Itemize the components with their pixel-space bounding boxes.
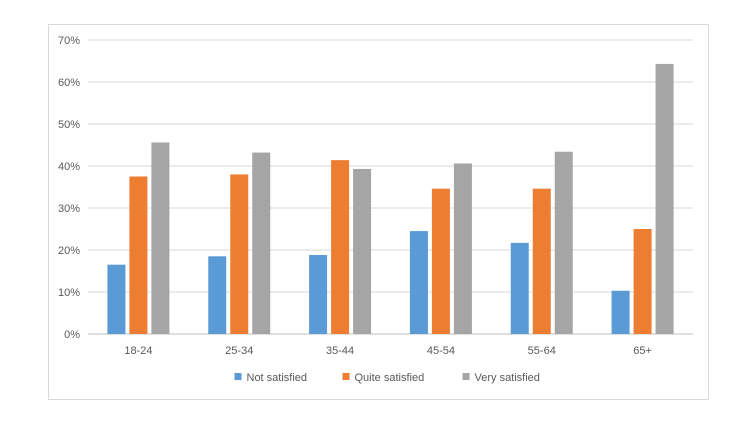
y-tick-label: 10% (58, 287, 80, 299)
legend-label: Quite satisfied (355, 372, 425, 384)
gridlines (88, 39, 693, 335)
bar-very-satisfied (252, 152, 271, 334)
bar-quite-satisfied (331, 160, 350, 334)
x-tick-label: 45-54 (427, 345, 455, 357)
y-tick-label: 70% (58, 35, 80, 47)
bar-not-satisfied (309, 255, 328, 334)
bar-quite-satisfied (633, 229, 652, 334)
bar-quite-satisfied (230, 174, 249, 334)
x-tick-label: 18-24 (124, 345, 152, 357)
bar-very-satisfied (655, 63, 674, 334)
legend-label: Not satisfied (247, 372, 308, 384)
legend-swatch (462, 373, 470, 380)
bar-not-satisfied (107, 264, 126, 334)
bars (107, 63, 674, 334)
x-tick-label: 25-34 (225, 345, 253, 357)
y-tick-label: 30% (58, 203, 80, 215)
bar-very-satisfied (554, 151, 573, 334)
x-axis-tick-labels: 18-24 25-34 35-44 45-54 55-64 65+ (124, 345, 652, 357)
legend-swatch (234, 373, 242, 380)
x-tick-label: 65+ (633, 345, 652, 357)
legend: Not satisfied Quite satisfied Very satisfi… (234, 372, 540, 384)
y-axis-tick-labels: 0% 10% 20% 30% 40% 50% 60% 70% (58, 35, 80, 341)
bar-very-satisfied (151, 142, 170, 334)
y-tick-label: 20% (58, 245, 80, 257)
x-tick-label: 35-44 (326, 345, 354, 357)
bar-quite-satisfied (431, 188, 450, 334)
bar-very-satisfied (453, 163, 472, 334)
legend-swatch (342, 373, 350, 380)
bar-not-satisfied (409, 231, 428, 334)
bar-very-satisfied (353, 168, 372, 334)
y-tick-label: 60% (58, 77, 80, 89)
bar-quite-satisfied (129, 176, 148, 334)
y-tick-label: 40% (58, 161, 80, 173)
bar-quite-satisfied (532, 188, 551, 334)
y-tick-label: 50% (58, 119, 80, 131)
x-tick-label: 55-64 (528, 345, 556, 357)
bar-not-satisfied (611, 290, 630, 334)
legend-label: Very satisfied (475, 372, 540, 384)
y-tick-label: 0% (64, 329, 80, 341)
bar-not-satisfied (208, 256, 227, 334)
bar-not-satisfied (510, 242, 529, 334)
